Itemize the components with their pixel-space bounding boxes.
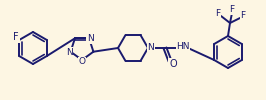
Text: F: F <box>13 32 19 42</box>
Text: O: O <box>169 59 177 69</box>
Text: N: N <box>87 34 94 43</box>
Text: F: F <box>215 10 221 18</box>
Text: N: N <box>148 44 154 52</box>
Text: HN: HN <box>176 42 190 51</box>
Text: F: F <box>230 6 235 14</box>
Text: F: F <box>240 12 246 20</box>
Text: N: N <box>66 48 72 57</box>
Text: O: O <box>78 57 85 66</box>
